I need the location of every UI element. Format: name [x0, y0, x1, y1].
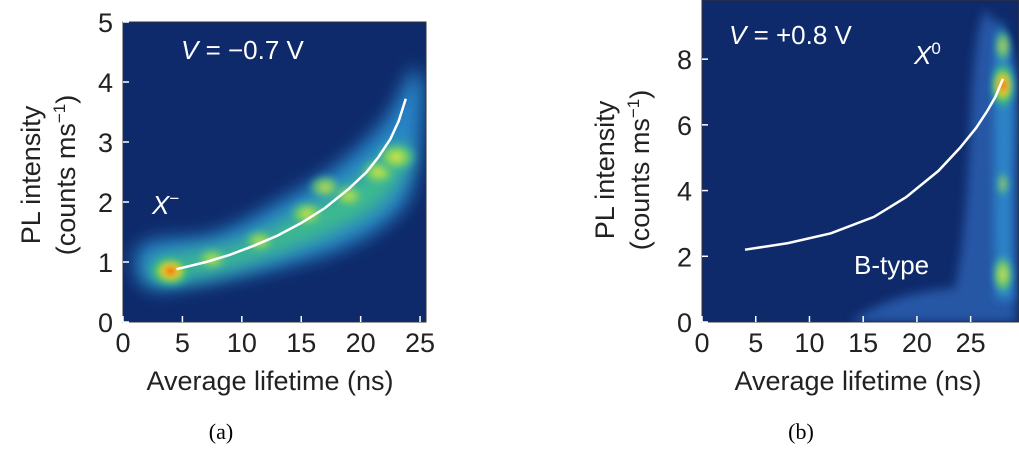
density-hotspot-b-1	[993, 27, 1013, 65]
x-tick-label-b-3: 15	[848, 328, 878, 358]
density-hotspot-a-3	[287, 199, 327, 229]
panel-a: 0 5 10 15 20 25 0 1 2 3 4 5 V = −0.7 V X− Average l…	[16, 8, 435, 444]
y-tick-label-a-3: 3	[98, 128, 113, 158]
y-tick-label-a-4: 4	[98, 68, 113, 98]
y-tick-label-b-2: 4	[677, 177, 692, 207]
density-hotspot-b-0	[988, 59, 1017, 112]
exciton-annotation-a: X−	[151, 189, 179, 220]
y-tick-label-a-2: 2	[98, 188, 113, 218]
x-tick-label-a-1: 5	[175, 328, 190, 358]
density-cloud-a	[135, 66, 424, 291]
y-axis-label-a-line2: (counts ms−1)	[50, 95, 81, 255]
plot-frame-a	[122, 21, 427, 323]
fit-curve-b	[744, 78, 1005, 251]
density-band-b	[850, 10, 1016, 322]
ticks-b: 0 5 10 15 20 25 0 2 4 6 8	[677, 45, 986, 358]
panel-b: 0 5 10 15 20 25 0 2 4 6 8 V = +0.8 V X0 B-type Ave…	[590, 0, 1019, 444]
y-tick-label-b-3: 6	[677, 111, 692, 141]
ticks-a: 0 5 10 15 20 25 0 1 2 3 4 5	[98, 8, 435, 358]
hotspots-b	[988, 27, 1017, 297]
hotspots-a	[146, 140, 419, 289]
x-tick-label-a-5: 25	[405, 328, 435, 358]
y-axis-label-b-line2: (counts ms−1)	[624, 90, 655, 250]
y-tick-label-a-0: 0	[98, 308, 113, 338]
density-hotspot-b-2	[990, 252, 1015, 297]
x-tick-label-a-3: 15	[286, 328, 316, 358]
x-tick-label-b-2: 10	[794, 328, 824, 358]
plot-frame-b	[701, 0, 1019, 323]
density-hotspot-a-7	[306, 173, 344, 201]
x-tick-label-b-0: 0	[694, 328, 709, 358]
density-hotspot-a-0	[146, 253, 195, 289]
fit-curve-a	[176, 98, 407, 271]
y-tick-label-b-4: 8	[677, 45, 692, 75]
voltage-annotation-a: V = −0.7 V	[181, 35, 305, 65]
b-type-annotation: B-type	[854, 250, 929, 280]
y-tick-label-b-0: 0	[677, 308, 692, 338]
x-tick-label-a-2: 10	[227, 328, 257, 358]
density-hotspot-a-2	[242, 227, 278, 255]
y-tick-label-a-5: 5	[98, 8, 113, 38]
panel-label-a: (a)	[209, 419, 233, 444]
x-tick-label-a-4: 20	[346, 328, 376, 358]
x-axis-label-a: Average lifetime (ns)	[146, 366, 393, 396]
y-axis-label-a-line1: PL intensity	[16, 105, 46, 244]
y-tick-label-a-1: 1	[98, 248, 113, 278]
density-hotspot-a-6	[374, 140, 419, 174]
x-tick-label-b-1: 5	[748, 328, 763, 358]
x-axis-label-b: Average lifetime (ns)	[734, 366, 981, 396]
exciton-annotation-b: X0	[913, 39, 941, 70]
x-tick-label-a-0: 0	[115, 328, 130, 358]
voltage-annotation-b: V = +0.8 V	[729, 20, 853, 50]
y-axis-label-b-line1: PL intensity	[590, 100, 620, 239]
panel-label-b: (b)	[788, 419, 814, 444]
density-hotspot-b-3	[995, 169, 1011, 199]
x-tick-label-b-5: 25	[956, 328, 986, 358]
x-tick-label-b-4: 20	[902, 328, 932, 358]
y-tick-label-b-1: 2	[677, 242, 692, 272]
